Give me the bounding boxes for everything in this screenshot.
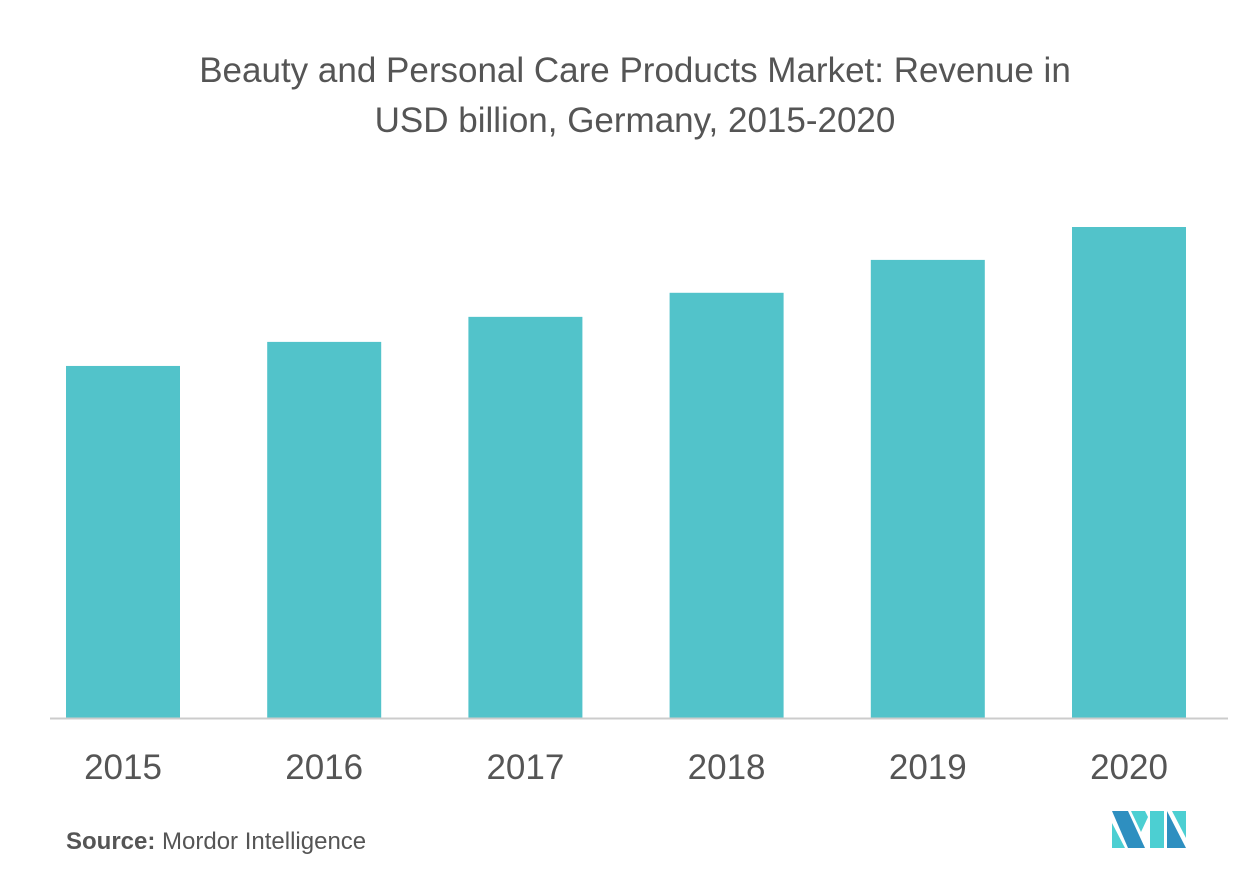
chart-title: Beauty and Personal Care Products Market… [0,46,1252,146]
x-tick-label: 2015 [84,748,162,787]
bar-2017 [468,316,583,718]
x-tick-label: 2016 [285,748,363,787]
x-tick-label: 2017 [486,748,564,787]
source-text: Mordor Intelligence [155,828,367,855]
source-label: Source: [66,828,156,855]
x-tick-label: 2018 [688,748,766,787]
bar-2019 [870,259,985,718]
bar-2018 [669,292,784,718]
source-note: Source: Mordor Intelligence [66,828,366,856]
chart-title-line-2: USD billion, Germany, 2015-2020 [374,101,896,140]
chart-title-line-1: Beauty and Personal Care Products Market… [199,51,1071,90]
x-tick-label: 2020 [1090,748,1168,787]
x-tick-label: 2019 [889,748,967,787]
bar-2015 [66,365,180,718]
bar-2020 [1072,227,1186,718]
bar-2016 [267,341,382,718]
